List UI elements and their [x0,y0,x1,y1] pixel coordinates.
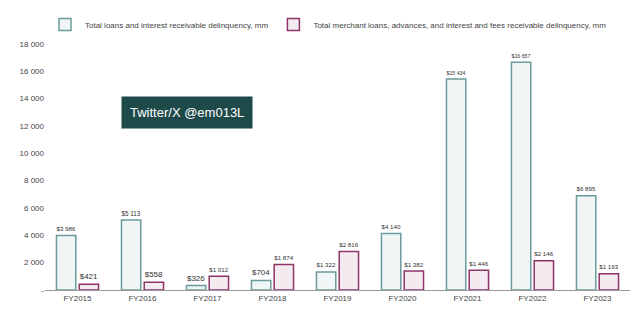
svg-text:$704: $704 [252,268,270,277]
svg-text:$1 382: $1 382 [404,261,423,268]
svg-text:Twitter/X @em013L: Twitter/X @em013L [130,105,244,120]
svg-text:Total merchant loans, advances: Total merchant loans, advances, and inte… [313,21,606,30]
svg-text:FY2020: FY2020 [388,294,417,303]
svg-text:FY2015: FY2015 [63,294,92,303]
svg-text:$6 895: $6 895 [576,185,595,192]
svg-text:16 000: 16 000 [20,67,45,76]
svg-text:12 000: 12 000 [20,122,45,131]
svg-text:FY2018: FY2018 [258,294,287,303]
svg-text:10 000: 10 000 [20,149,45,158]
svg-text:Total loans and interest recei: Total loans and interest receivable deli… [85,21,268,30]
svg-text:6 000: 6 000 [24,204,45,213]
svg-text:-: - [41,286,44,295]
svg-text:$1 193: $1 193 [599,263,618,270]
svg-text:4 000: 4 000 [24,231,45,240]
svg-text:$16 657: $16 657 [511,53,530,59]
svg-text:FY2019: FY2019 [323,294,352,303]
svg-text:$1 874: $1 874 [274,254,293,261]
svg-text:$1 446: $1 446 [469,260,488,267]
svg-text:18 000: 18 000 [20,40,45,49]
svg-text:FY2022: FY2022 [518,294,547,303]
svg-text:$5 113: $5 113 [121,210,140,217]
svg-text:$326: $326 [187,274,205,283]
svg-text:$1 322: $1 322 [316,261,335,268]
svg-text:$1 012: $1 012 [209,266,228,273]
svg-text:$3 986: $3 986 [56,225,75,232]
svg-text:$2 816: $2 816 [339,241,358,248]
svg-text:14 000: 14 000 [20,94,45,103]
svg-text:FY2021: FY2021 [453,294,482,303]
svg-text:FY2017: FY2017 [193,294,222,303]
svg-text:8 000: 8 000 [24,176,45,185]
svg-text:2 000: 2 000 [24,258,45,267]
svg-text:$4 140: $4 140 [381,223,400,230]
svg-text:$558: $558 [145,270,163,279]
svg-text:FY2016: FY2016 [128,294,157,303]
svg-text:$15 434: $15 434 [446,70,465,76]
svg-text:$2 146: $2 146 [534,250,553,257]
svg-text:$421: $421 [80,272,98,281]
svg-text:FY2023: FY2023 [583,294,612,303]
